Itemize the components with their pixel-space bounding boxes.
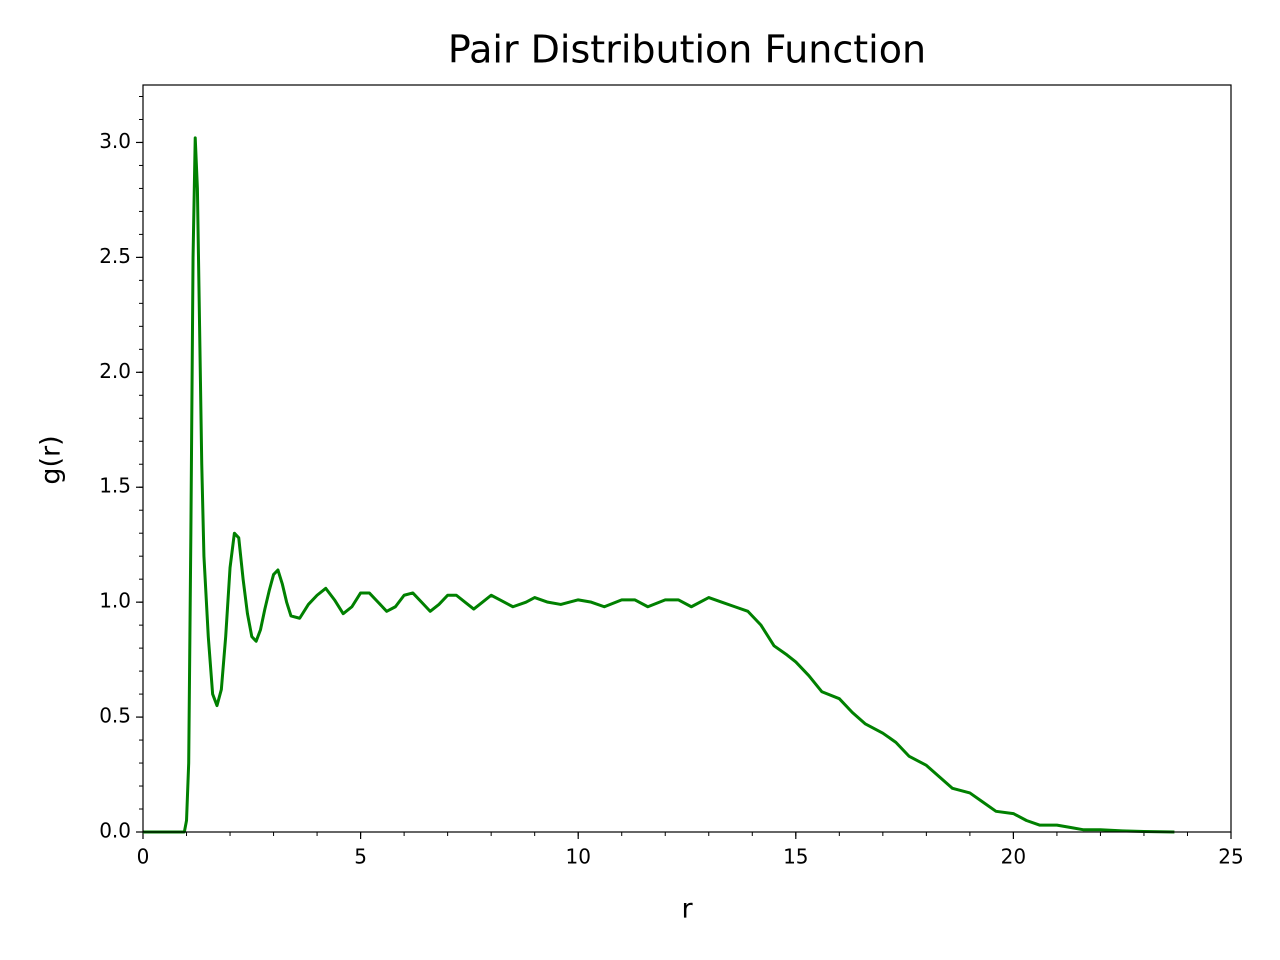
x-tick-label: 25 [1218, 845, 1243, 869]
x-tick-label: 20 [1001, 845, 1026, 869]
y-tick-label: 1.5 [99, 474, 131, 498]
x-tick-label: 0 [137, 845, 150, 869]
y-tick-label: 2.5 [99, 244, 131, 268]
y-tick-label: 2.0 [99, 359, 131, 383]
data-line [143, 136, 1175, 834]
y-tick-label: 0.0 [99, 819, 131, 843]
y-axis-label: g(r) [36, 435, 67, 484]
x-tick-label: 10 [565, 845, 590, 869]
chart-title: Pair Distribution Function [448, 28, 926, 72]
plot-frame [142, 84, 1232, 833]
y-tick-label: 0.5 [99, 704, 131, 728]
x-axis-label: r [681, 894, 693, 925]
y-tick-label: 1.0 [99, 589, 131, 613]
x-tick-label: 15 [783, 845, 808, 869]
x-tick-label: 5 [354, 845, 367, 869]
y-tick-label: 3.0 [99, 129, 131, 153]
